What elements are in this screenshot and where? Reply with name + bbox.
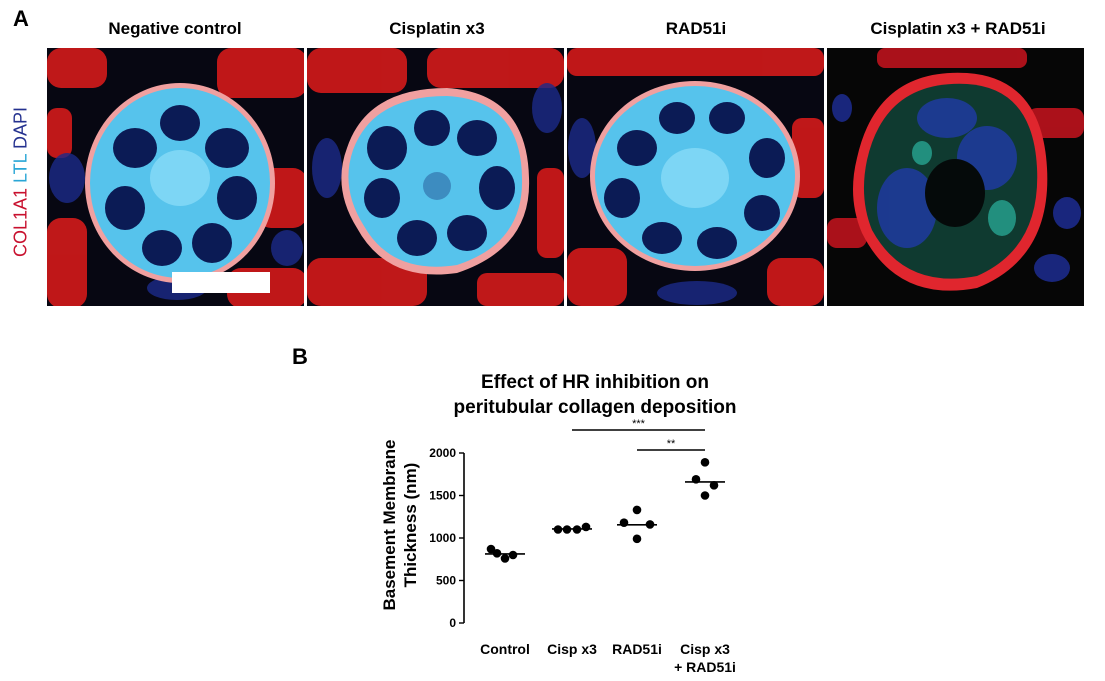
panel-b-letter: B — [292, 344, 308, 369]
stain-label-dapi: DAPI — [10, 106, 31, 149]
x-tick-label: Cisp x3 — [547, 641, 597, 657]
scale-bar — [172, 272, 270, 293]
y-tick-label: 1500 — [429, 489, 456, 503]
panel-a-letter: A — [13, 6, 29, 31]
data-point — [691, 475, 701, 484]
data-point — [619, 518, 629, 527]
data-point — [581, 522, 591, 532]
data-point — [632, 505, 642, 515]
chart-title-line-2: peritubular collagen deposition — [453, 397, 737, 418]
x-tick-label: + RAD51i — [674, 659, 736, 675]
stain-label-ltl: LTL — [10, 153, 31, 183]
data-point — [700, 458, 710, 467]
data-point — [562, 525, 572, 534]
x-tick-label: Control — [480, 641, 530, 657]
data-point — [492, 549, 502, 558]
image-title-negative-control: Negative control — [108, 19, 242, 38]
data-point — [572, 525, 582, 534]
y-tick-label: 1000 — [429, 531, 456, 545]
x-tick-label: RAD51i — [612, 641, 662, 657]
significance-label: *** — [632, 418, 646, 430]
image-title-rad51i: RAD51i — [665, 19, 727, 38]
data-point — [709, 481, 719, 490]
significance-label: ** — [667, 438, 676, 450]
chart-title-line-1: Effect of HR inhibition on — [481, 372, 709, 393]
data-point — [500, 554, 510, 563]
image-title-cisplatin-rad51i: Cisplatin x3 + RAD51i — [870, 19, 1046, 38]
data-point — [508, 550, 518, 560]
micrograph-rad51i — [567, 48, 824, 306]
y-tick-label: 2000 — [429, 446, 456, 460]
data-point — [486, 544, 496, 554]
micrograph-cisplatin — [307, 48, 564, 306]
y-tick-label: 0 — [449, 616, 456, 630]
chart-title: Effect of HR inhibition on peritubular c… — [385, 370, 805, 420]
stain-label-col1a1: COL1A1 — [10, 188, 31, 258]
image-title-cisplatin: Cisplatin x3 — [389, 19, 485, 38]
data-point — [700, 491, 710, 500]
y-tick-label: 500 — [436, 574, 456, 588]
micrograph-cisplatin-rad51i — [827, 48, 1084, 306]
data-point — [632, 534, 642, 544]
data-point — [645, 520, 655, 529]
x-tick-label: Cisp x3 — [680, 641, 730, 657]
micrograph-negative-control — [47, 48, 304, 306]
scatter-chart: 0 500 1000 1500 2000 Control Cisp x3 RAD51i Cisp… — [429, 418, 736, 675]
data-point — [553, 525, 563, 534]
